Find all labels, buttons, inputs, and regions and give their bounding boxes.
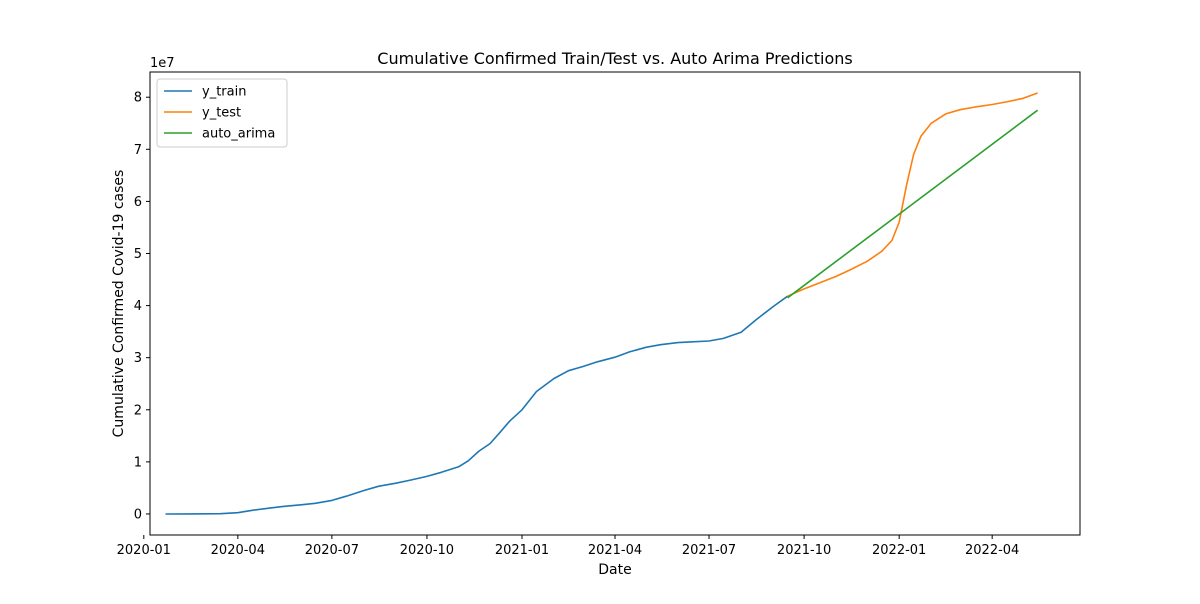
chart-title: Cumulative Confirmed Train/Test vs. Auto… (377, 49, 852, 68)
x-tick-label: 2020-07 (305, 543, 359, 558)
y-tick-label: 3 (134, 351, 142, 366)
x-axis-ticks: 2020-01 2020-04 2020-07 2020-10 2021-01 2021-… (117, 535, 1019, 558)
x-axis-label: Date (598, 562, 631, 578)
x-tick-label: 2022-04 (965, 543, 1019, 558)
y-offset-label: 1e7 (150, 56, 175, 71)
series-line-y_train (165, 295, 789, 515)
y-axis-ticks: 0 1 2 3 4 5 6 7 8 (134, 91, 150, 522)
legend-box (156, 78, 288, 148)
y-tick-label: 7 (134, 143, 142, 158)
series-lines (165, 92, 1039, 515)
x-tick-label: 2021-04 (588, 543, 642, 558)
y-tick-label: 0 (134, 507, 142, 522)
x-tick-label: 2020-04 (211, 543, 265, 558)
legend-label-y_train: y_train (202, 85, 246, 100)
y-tick-label: 5 (134, 247, 142, 262)
legend-label-auto_arima: auto_arima (202, 127, 275, 142)
y-tick-label: 6 (134, 195, 142, 210)
x-tick-label: 2021-10 (777, 543, 831, 558)
x-tick-label: 2021-07 (682, 543, 736, 558)
series-line-auto_arima (787, 109, 1039, 299)
y-tick-label: 2 (134, 403, 142, 418)
x-tick-label: 2022-01 (872, 543, 926, 558)
x-tick-label: 2021-01 (495, 543, 549, 558)
y-tick-label: 1 (134, 455, 142, 470)
series-line-y_test (787, 92, 1038, 297)
legend-label-y_test: y_test (202, 106, 241, 121)
legend: y_train y_test auto_arima (156, 78, 288, 148)
x-tick-label: 2020-10 (400, 543, 454, 558)
y-tick-label: 4 (134, 299, 142, 314)
y-tick-label: 8 (134, 91, 142, 106)
y-axis-label: Cumulative Confirmed Covid-19 cases (111, 170, 127, 438)
x-tick-label: 2020-01 (117, 543, 171, 558)
